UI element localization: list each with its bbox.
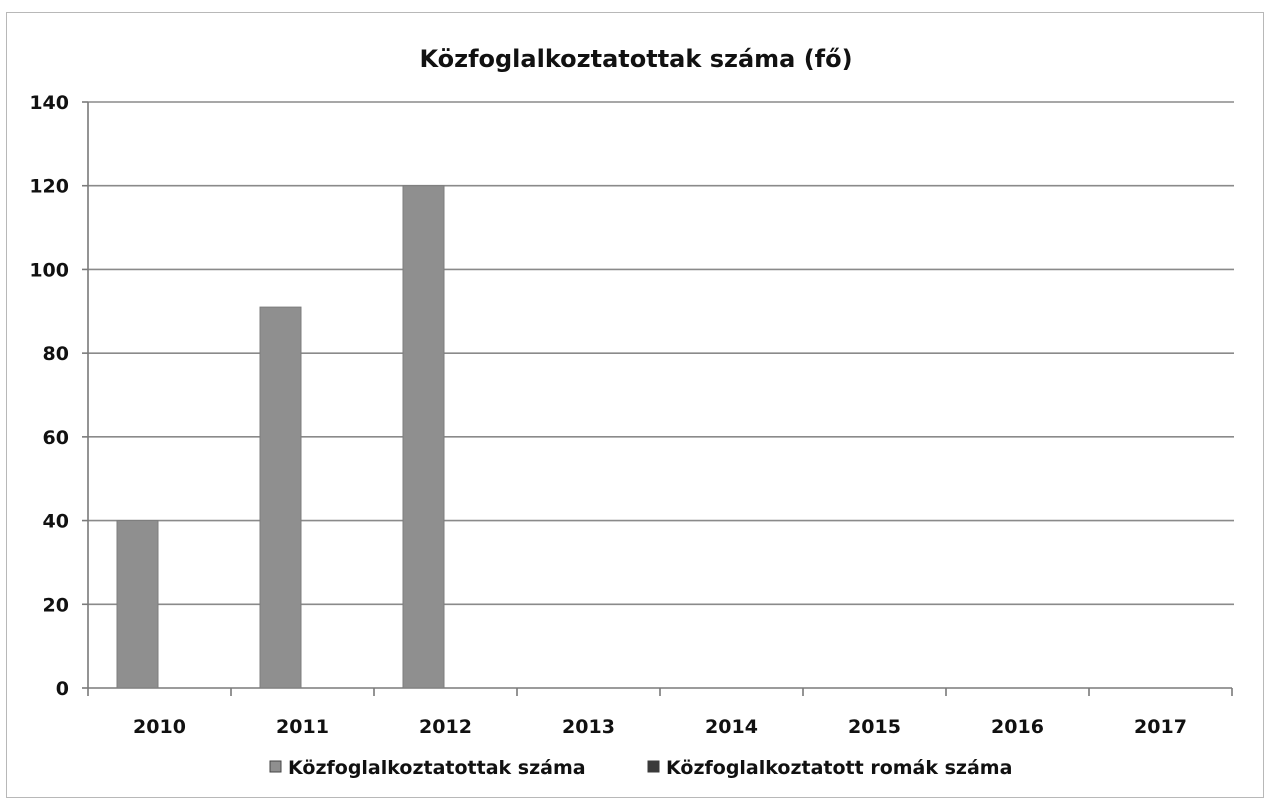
x-tick-label: 2016	[991, 716, 1044, 738]
legend-swatch	[647, 760, 660, 773]
y-tick-label: 80	[43, 343, 69, 365]
legend-swatch	[269, 760, 282, 773]
y-tick-label: 100	[29, 259, 69, 281]
y-tick-label: 0	[56, 678, 69, 700]
y-tick-label: 40	[43, 511, 69, 533]
y-tick-label: 120	[29, 176, 69, 198]
legend-label: Közfoglalkoztatott romák száma	[666, 757, 1012, 779]
legend-label: Közfoglalkoztatottak száma	[288, 757, 586, 779]
x-tick-labels: 2010 2011 2012 2013 2014 2015 2016 2017	[133, 716, 1187, 738]
bar	[259, 306, 302, 689]
bar	[116, 520, 159, 689]
bars	[116, 185, 445, 689]
x-tick-label: 2012	[419, 716, 472, 738]
x-tick-label: 2011	[276, 716, 329, 738]
y-tick-labels: 0 20 40 60 80 100 120 140	[29, 92, 69, 700]
y-tick-label: 20	[43, 594, 69, 616]
x-tick-label: 2013	[562, 716, 615, 738]
x-tick-label: 2017	[1134, 716, 1187, 738]
chart-title: Közfoglalkoztatottak száma (fő)	[419, 45, 852, 73]
legend: Közfoglalkoztatottak száma Közfoglalkozta…	[269, 757, 1012, 779]
x-tick-label: 2010	[133, 716, 186, 738]
x-tick-label: 2015	[848, 716, 901, 738]
bar	[402, 185, 445, 689]
y-tick-label: 140	[29, 92, 69, 114]
y-tick-label: 60	[43, 427, 69, 449]
axes	[82, 101, 1233, 696]
chart-frame	[6, 12, 1264, 798]
x-tick-label: 2014	[705, 716, 758, 738]
